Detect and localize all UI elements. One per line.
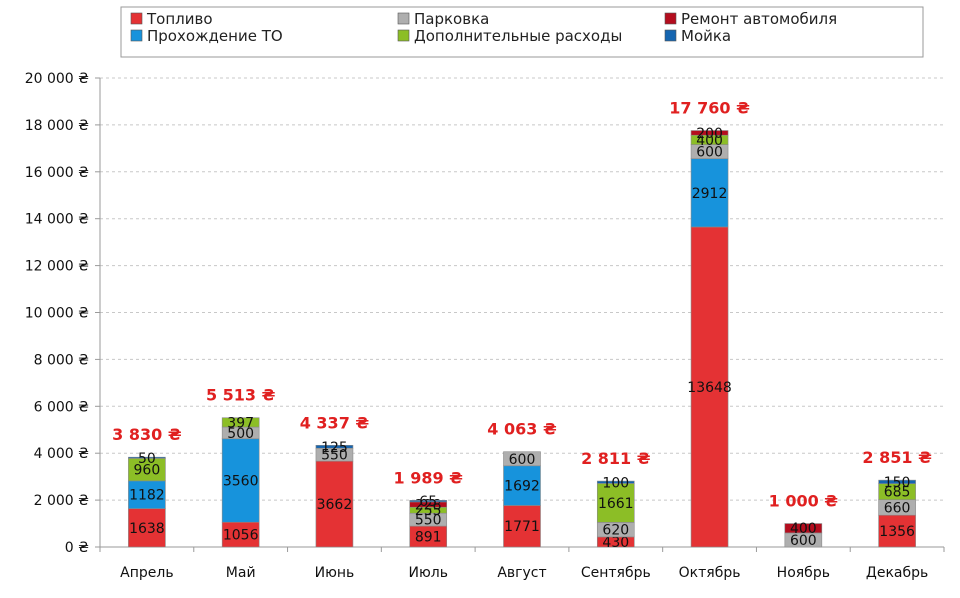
bar-segment xyxy=(596,480,635,484)
bar-segment xyxy=(503,465,541,506)
legend-label: Прохождение ТО xyxy=(147,27,283,45)
legend-label: Дополнительные расходы xyxy=(414,27,622,45)
segment-value-label: 685 xyxy=(884,485,911,501)
x-tick-label: Декабрь xyxy=(866,565,928,581)
segment-value-label: 1638 xyxy=(129,521,165,537)
segment-value-label: 600 xyxy=(509,452,536,468)
segment-value-label: 65 xyxy=(419,494,437,510)
legend-label: Топливо xyxy=(146,10,213,28)
x-tick-label: Сентябрь xyxy=(581,565,651,581)
legend-swatch xyxy=(664,29,677,42)
segment-value-label: 1771 xyxy=(504,519,540,535)
x-tick-label: Июль xyxy=(408,565,447,581)
bar-total-label: 2 851 ₴ xyxy=(862,448,932,467)
bar-total-label: 17 760 ₴ xyxy=(669,99,750,118)
segment-value-label: 600 xyxy=(696,145,723,161)
segment-value-label: 13648 xyxy=(687,380,732,396)
y-tick-label: 8 000 ₴ xyxy=(34,352,90,368)
bar-segment xyxy=(596,483,635,523)
bar-segment xyxy=(690,158,729,228)
segment-value-label: 430 xyxy=(602,535,629,551)
bar-segment xyxy=(784,523,823,534)
bars: 1638118296050105635605003973662550125891… xyxy=(128,126,916,551)
bar-segment xyxy=(878,479,916,484)
bar-segment xyxy=(315,460,354,548)
x-tick-label: Июнь xyxy=(315,565,355,581)
bar-segment xyxy=(503,505,541,548)
segment-value-label: 1661 xyxy=(598,496,634,512)
segment-value-label: 660 xyxy=(884,500,911,516)
bar-total-label: 3 830 ₴ xyxy=(112,425,182,444)
segment-value-label: 1182 xyxy=(129,488,165,504)
segment-value-label: 550 xyxy=(415,513,442,529)
segment-value-label: 1692 xyxy=(504,479,540,495)
segment-value-label: 1056 xyxy=(223,528,259,544)
bar-segment xyxy=(690,226,729,548)
bar-segment xyxy=(878,514,916,548)
bar-segment xyxy=(128,456,166,459)
bar-totals: 3 830 ₴ 5 513 ₴ 4 337 ₴ 1 989 ₴ 4 063 ₴ 2 811… xyxy=(112,99,932,511)
bar-segment xyxy=(690,130,729,136)
x-tick-label: Апрель xyxy=(120,565,173,581)
segment-value-label: 200 xyxy=(696,126,723,142)
legend-swatch xyxy=(130,29,143,42)
bar-segment xyxy=(221,438,260,523)
legend-swatch xyxy=(397,12,410,25)
bar-segment xyxy=(221,521,260,548)
segment-value-label: 100 xyxy=(602,475,629,491)
bar-segment xyxy=(128,508,166,548)
bar-total-label: 2 811 ₴ xyxy=(581,449,651,468)
y-tick-label: 18 000 ₴ xyxy=(25,118,89,134)
x-axis-ticks: Апрель Май Июнь Июль Август Сентябрь Октябрь Но… xyxy=(99,547,945,581)
legend-frame xyxy=(120,6,924,58)
bar-total-label: 4 337 ₴ xyxy=(300,413,370,432)
bar-segment xyxy=(128,480,166,509)
segment-value-label: 50 xyxy=(138,451,156,467)
y-tick-label: 2 000 ₴ xyxy=(34,493,90,509)
bar-segment xyxy=(221,417,260,428)
legend-swatch xyxy=(664,12,677,25)
segment-value-label: 960 xyxy=(134,463,161,479)
bar-segment xyxy=(315,444,354,449)
y-tick-label: 10 000 ₴ xyxy=(25,306,89,322)
bar-total-label: 1 000 ₴ xyxy=(769,492,839,511)
segment-value-label: 397 xyxy=(227,415,254,431)
legend-label: Ремонт автомобиля xyxy=(681,10,837,28)
segment-value-label: 550 xyxy=(321,448,348,464)
segment-value-label: 3662 xyxy=(317,497,353,513)
segment-value-label: 600 xyxy=(790,533,817,549)
segment-value-label: 891 xyxy=(415,530,442,546)
segment-value-label: 125 xyxy=(321,440,348,456)
bar-segment xyxy=(409,500,448,503)
x-tick-label: Май xyxy=(226,565,256,581)
y-tick-label: 6 000 ₴ xyxy=(34,399,90,415)
segment-value-label: 150 xyxy=(884,475,911,491)
segment-value-label: 400 xyxy=(696,133,723,149)
bar-total-label: 5 513 ₴ xyxy=(206,386,276,405)
legend-label: Парковка xyxy=(414,10,489,28)
x-tick-label: Август xyxy=(497,565,546,581)
segment-value-label: 1356 xyxy=(879,524,915,540)
y-tick-label: 4 000 ₴ xyxy=(34,446,90,462)
segment-value-label: 400 xyxy=(790,521,817,537)
x-tick-label: Октябрь xyxy=(679,565,741,581)
bar-segment xyxy=(503,451,541,467)
y-tick-label: 14 000 ₴ xyxy=(25,212,89,228)
y-tick-label: 0 ₴ xyxy=(65,540,89,556)
bar-total-label: 1 989 ₴ xyxy=(394,468,464,487)
segment-value-label: 620 xyxy=(602,523,629,539)
y-tick-label: 12 000 ₴ xyxy=(25,259,89,275)
y-tick-label: 16 000 ₴ xyxy=(25,165,89,181)
segment-value-label: 3560 xyxy=(223,473,259,489)
legend-swatch xyxy=(397,29,410,42)
bar-total-label: 4 063 ₴ xyxy=(487,420,557,439)
segment-value-label: 500 xyxy=(227,426,254,442)
segment-value-label: 2912 xyxy=(692,186,728,202)
legend-label: Мойка xyxy=(681,27,731,45)
legend-swatch xyxy=(130,12,143,25)
y-tick-label: 20 000 ₴ xyxy=(25,71,89,87)
x-tick-label: Ноябрь xyxy=(777,565,830,581)
